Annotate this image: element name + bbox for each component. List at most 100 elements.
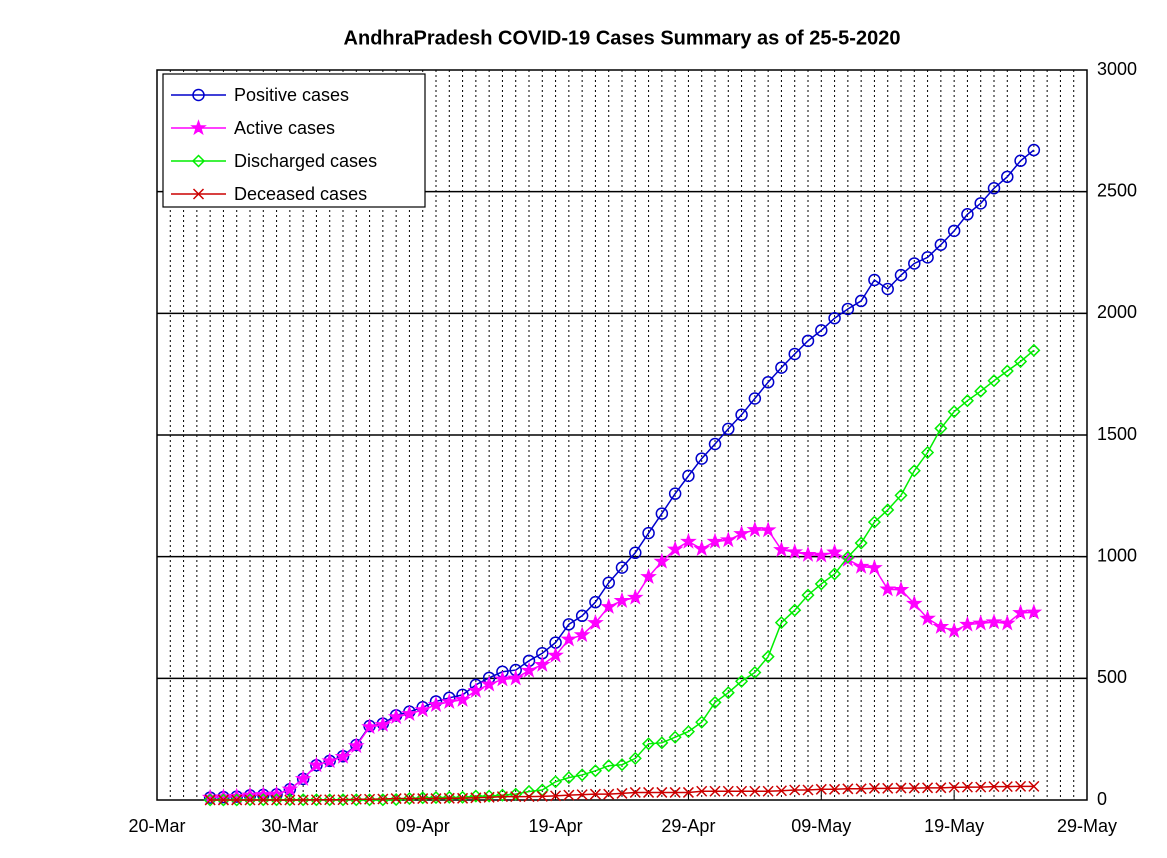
marker <box>867 515 881 529</box>
marker <box>748 392 762 405</box>
y-tick-label: 0 <box>1097 789 1107 809</box>
marker <box>613 591 631 608</box>
legend-label: Active cases <box>234 118 335 138</box>
marker <box>761 375 775 389</box>
marker <box>401 705 418 721</box>
marker <box>454 690 471 707</box>
marker <box>759 521 777 538</box>
marker <box>919 609 936 626</box>
marker <box>668 487 682 500</box>
marker <box>975 781 987 793</box>
marker <box>656 786 668 798</box>
marker <box>588 764 602 778</box>
marker <box>337 794 349 806</box>
marker <box>722 422 735 436</box>
marker <box>841 302 855 316</box>
marker <box>296 793 310 807</box>
marker <box>773 541 790 557</box>
marker <box>629 546 642 560</box>
marker <box>972 614 990 631</box>
y-tick-label: 2000 <box>1097 302 1137 322</box>
marker <box>603 788 615 800</box>
marker <box>974 384 988 398</box>
marker <box>467 681 485 698</box>
marker <box>576 789 588 801</box>
marker <box>507 669 525 686</box>
marker <box>852 557 870 574</box>
marker <box>905 594 923 611</box>
marker <box>573 626 591 643</box>
marker <box>294 770 312 786</box>
x-tick-label: 20-Mar <box>128 816 185 836</box>
marker <box>802 784 814 796</box>
marker <box>615 561 629 574</box>
marker <box>616 787 628 799</box>
marker <box>669 786 681 798</box>
marker <box>324 794 336 806</box>
x-tick-label: 19-Apr <box>529 816 583 836</box>
marker <box>922 782 934 794</box>
marker <box>854 294 868 308</box>
marker <box>947 405 961 419</box>
marker <box>829 783 841 795</box>
marker <box>270 793 284 807</box>
plot-frame <box>156 69 1088 801</box>
x-tick-label: 30-Mar <box>261 816 318 836</box>
marker <box>243 793 257 807</box>
marker <box>626 588 644 605</box>
marker <box>826 543 843 560</box>
marker <box>321 752 339 769</box>
marker <box>682 786 694 798</box>
marker <box>908 257 921 270</box>
marker <box>746 521 764 538</box>
marker <box>430 793 442 805</box>
marker <box>417 793 429 805</box>
marker <box>520 661 538 678</box>
x-tick-label: 29-Apr <box>661 816 715 836</box>
marker <box>653 552 671 569</box>
marker <box>602 576 615 589</box>
marker <box>762 785 774 797</box>
marker <box>789 784 801 796</box>
marker <box>309 793 323 807</box>
marker <box>775 785 787 797</box>
marker <box>908 782 920 794</box>
marker <box>203 793 217 807</box>
marker <box>230 793 244 807</box>
marker <box>192 88 205 102</box>
marker <box>1012 604 1029 620</box>
marker <box>775 361 788 374</box>
marker <box>587 614 604 630</box>
marker <box>1000 364 1014 378</box>
marker <box>204 794 216 806</box>
legend-label: Discharged cases <box>234 151 377 171</box>
marker <box>668 730 682 744</box>
marker <box>934 421 948 435</box>
marker <box>749 785 761 797</box>
marker <box>855 783 867 795</box>
marker <box>470 792 482 804</box>
marker <box>256 793 270 807</box>
marker <box>945 622 963 638</box>
marker <box>283 793 297 807</box>
marker <box>403 793 415 805</box>
marker <box>695 452 708 465</box>
marker <box>589 595 602 609</box>
marker <box>387 708 405 725</box>
marker <box>297 794 309 806</box>
marker <box>748 665 762 680</box>
marker <box>308 756 325 773</box>
marker <box>988 781 1000 793</box>
y-tick-label: 1500 <box>1097 424 1137 444</box>
marker <box>349 793 363 807</box>
marker <box>761 650 775 664</box>
marker <box>336 793 350 807</box>
marker <box>788 347 801 361</box>
marker <box>801 588 815 602</box>
marker <box>440 693 458 710</box>
marker <box>494 670 511 687</box>
marker <box>271 794 283 806</box>
marker <box>655 507 669 520</box>
marker <box>681 725 695 739</box>
